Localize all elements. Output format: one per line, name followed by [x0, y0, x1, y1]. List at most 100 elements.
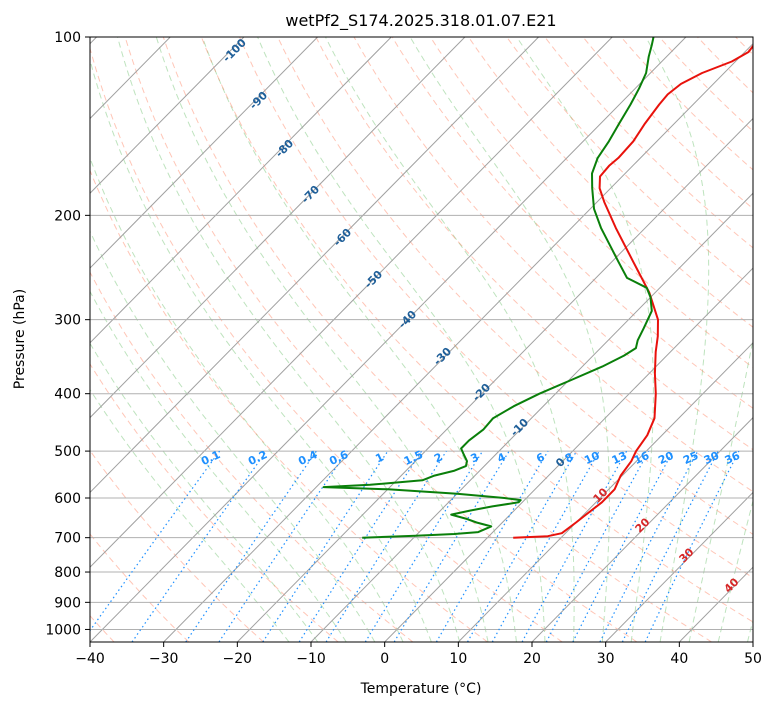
chart-title: wetPf2_S174.2025.318.01.07.E21 [285, 11, 556, 31]
moist-adiabat-line [90, 57, 432, 642]
y-tick-label: 100 [54, 30, 81, 46]
isotherms [90, 37, 753, 642]
mixing-ratio-line [364, 450, 484, 642]
mixing-ratio-line [521, 450, 628, 642]
mixing-ratio-line [393, 450, 510, 642]
x-tick-label: 20 [523, 651, 541, 667]
moist-adiabat-line [90, 342, 319, 642]
mixing-ratio-label: 16 [632, 449, 652, 467]
y-tick-label: 200 [54, 208, 81, 224]
isotherm-line [531, 416, 753, 642]
isotherm-line [90, 37, 539, 494]
moist-adiabat-line [257, 37, 546, 642]
dry-adiabat-line [468, 37, 753, 328]
y-axis-label: Pressure (hPa) [12, 289, 28, 389]
dewpoint-profile-line [322, 37, 655, 539]
x-tick-label: −30 [149, 651, 179, 667]
mixing-ratio-line [131, 450, 267, 642]
x-tick-label: −20 [223, 651, 253, 667]
dry-adiabat-label: -30 [431, 345, 454, 368]
moist-adiabat-line [117, 37, 461, 642]
dry-adiabat-line [90, 363, 339, 642]
moist-adiabats [90, 37, 753, 642]
y-tick-label: 900 [54, 595, 81, 611]
mixing-ratio-line [262, 450, 389, 642]
plot-area: 0.1 0.2 0.4 0.6 1 1.5 2 3 4 6 8 10 13 16 20 25 30 36-100-… [90, 36, 753, 642]
y-tick-label: 800 [54, 565, 81, 581]
dry-adiabat-line [200, 37, 753, 623]
isotherm-line [90, 37, 245, 194]
dry-adiabat-line [90, 169, 488, 642]
pressure-gridlines [90, 37, 753, 630]
isotherm-line [90, 37, 318, 269]
x-tick-label: −40 [75, 651, 105, 667]
moist-adiabat-line [155, 37, 489, 642]
dry-adiabat-line [239, 37, 753, 579]
dry-adiabat-line [90, 449, 264, 642]
y-tick-label: 400 [54, 387, 81, 403]
mixing-ratio-label: 6 [534, 450, 547, 465]
dry-adiabat-label: -80 [273, 137, 296, 160]
dry-adiabat-line [429, 37, 753, 369]
isotherm-line [90, 37, 466, 419]
mixing-ratio-line [644, 450, 740, 642]
dry-adiabat-line [90, 271, 414, 642]
x-axis-label: Temperature (°C) [360, 681, 482, 697]
isotherm-line [90, 37, 613, 568]
x-tick-label: 50 [744, 651, 762, 667]
mixing-ratio-label: 10 [582, 449, 602, 467]
dry-adiabat-line [277, 37, 753, 535]
dry-adiabat-line [506, 37, 753, 288]
mixing-ratio-label: 25 [681, 449, 700, 467]
isotherm-line [163, 42, 753, 642]
mixing-ratio-line [298, 450, 423, 642]
isotherm-line [384, 267, 753, 642]
moist-adiabat-label: 20 [633, 515, 653, 535]
moist-adiabat-line [90, 156, 404, 642]
dry-adiabat-line [735, 37, 753, 56]
mixing-ratio-label: 30 [702, 449, 722, 467]
isotherm-line [605, 491, 753, 642]
profile-series [322, 37, 753, 539]
isotherm-line [678, 566, 753, 642]
moist-adiabat-line [90, 290, 347, 642]
moist-adiabat-line [717, 498, 753, 642]
y-tick-label: 600 [54, 491, 81, 507]
isotherm-line [752, 641, 753, 642]
y-tick-label: 700 [54, 531, 81, 547]
dry-adiabat-line [124, 37, 638, 642]
x-tick-label: 30 [597, 651, 615, 667]
dry-adiabat-line [315, 37, 753, 493]
moist-adiabat-line [325, 37, 575, 642]
x-tick-label: 10 [449, 651, 467, 667]
x-tick-label: −10 [296, 651, 326, 667]
moist-adiabat-line [688, 337, 753, 642]
mixing-ratio-line [435, 450, 549, 642]
dry-adiabat-line [620, 37, 753, 171]
moist-adiabat-line [90, 230, 376, 642]
mixing-ratio-label: 1 [373, 451, 385, 466]
mixing-ratio-label: 20 [656, 449, 676, 467]
dry-adiabat-label: -60 [331, 226, 354, 249]
mixing-ratio-line [599, 450, 699, 642]
mixing-ratio-label: 13 [610, 449, 629, 467]
mixing-ratio-line [325, 450, 447, 642]
isotherm-line [236, 117, 753, 642]
dry-adiabat-label: -100 [220, 36, 249, 65]
dry-adiabat-line [353, 37, 753, 451]
moist-adiabat-line [645, 37, 710, 642]
dry-adiabat-label: -10 [508, 416, 531, 439]
moist-adiabat-label: 40 [722, 575, 742, 595]
y-tick-label: 300 [54, 313, 81, 329]
mixing-ratio-label: 36 [723, 449, 743, 467]
dry-adiabat-line [90, 533, 190, 642]
dry-adiabat-line [391, 37, 753, 409]
mixing-ratio-line [185, 450, 317, 642]
moist-adiabat-line [747, 618, 753, 642]
x-axis-ticks: −40 −30 −20 −10 0 10 20 30 40 50 [75, 642, 762, 667]
mixing-ratio-line [621, 450, 719, 642]
dry-adiabat-line [162, 37, 712, 642]
mixing-ratio-label: 2 [432, 451, 444, 466]
dry-adiabat-line [90, 46, 563, 642]
